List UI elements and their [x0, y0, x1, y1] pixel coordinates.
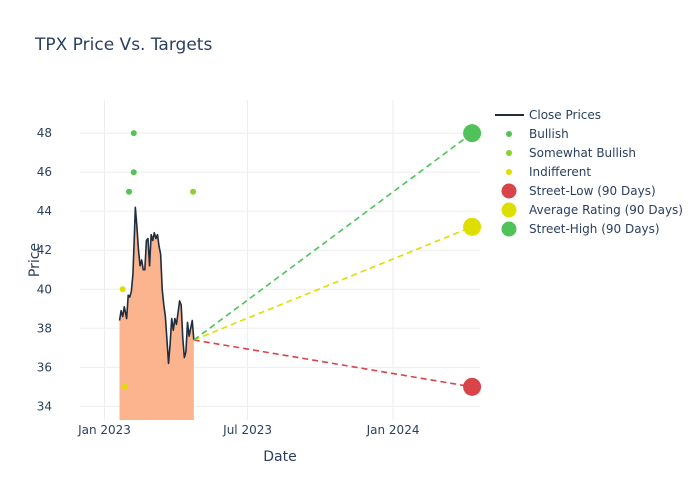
legend-swatch-indifferent — [506, 169, 512, 175]
x-tick-label: Jan 2024 — [366, 423, 420, 437]
legend-label-indifferent: Indifferent — [529, 165, 591, 179]
y-axis-title: Price — [27, 243, 43, 277]
legend-label-average-rating-90-days: Average Rating (90 Days) — [529, 203, 683, 217]
y-tick-label: 48 — [37, 126, 52, 140]
average-rating-target-line — [193, 226, 473, 341]
legend-label-somewhat-bullish: Somewhat Bullish — [529, 146, 636, 160]
y-tick-label: 44 — [37, 204, 52, 218]
street-low-target-line — [193, 339, 473, 388]
legend-label-close-prices: Close Prices — [529, 108, 601, 122]
street-low-marker — [463, 377, 482, 396]
legend-label-street-high-90-days: Street-High (90 Days) — [529, 222, 660, 236]
bullish-rating-point — [130, 169, 137, 176]
chart-title: TPX Price Vs. Targets — [34, 35, 212, 55]
bullish-rating-point — [130, 130, 137, 137]
legend-swatch-street-high-90-days — [501, 221, 517, 237]
legend-swatch-street-low-90-days — [501, 183, 517, 199]
legend: Close Prices Bullish Somewhat Bullish Indif… — [495, 108, 683, 237]
indifferent-rating-point — [119, 286, 126, 293]
y-tick-label: 34 — [37, 399, 52, 413]
legend-label-bullish: Bullish — [529, 127, 569, 141]
y-axis-ticks: 34 36 38 40 42 44 46 48 — [37, 126, 52, 413]
x-axis-title: Date — [263, 449, 296, 465]
plot-area — [118, 124, 482, 420]
legend-swatch-somewhat-bullish — [506, 150, 512, 156]
x-axis-ticks: Jan 2023 Jul 2023 Jan 2024 — [77, 423, 419, 437]
bullish-rating-point — [126, 188, 133, 195]
y-tick-label: 36 — [37, 360, 52, 374]
close-price-line — [118, 206, 195, 365]
somewhat-bullish-rating-point — [190, 188, 197, 195]
street-high-marker — [463, 124, 482, 143]
y-tick-label: 38 — [37, 321, 52, 335]
street-high-target-line — [193, 132, 473, 341]
y-tick-label: 46 — [37, 165, 52, 179]
x-tick-label: Jul 2023 — [222, 423, 272, 437]
legend-label-street-low-90-days: Street-Low (90 Days) — [529, 184, 656, 198]
legend-swatch-bullish — [506, 131, 512, 137]
y-tick-label: 40 — [37, 282, 52, 296]
indifferent-rating-point — [122, 383, 129, 390]
close-price-area — [119, 207, 194, 420]
y-tick-label: 42 — [37, 243, 52, 257]
x-tick-label: Jan 2023 — [77, 423, 131, 437]
legend-swatch-average-rating-90-days — [501, 202, 517, 218]
average-rating-marker — [463, 217, 482, 236]
